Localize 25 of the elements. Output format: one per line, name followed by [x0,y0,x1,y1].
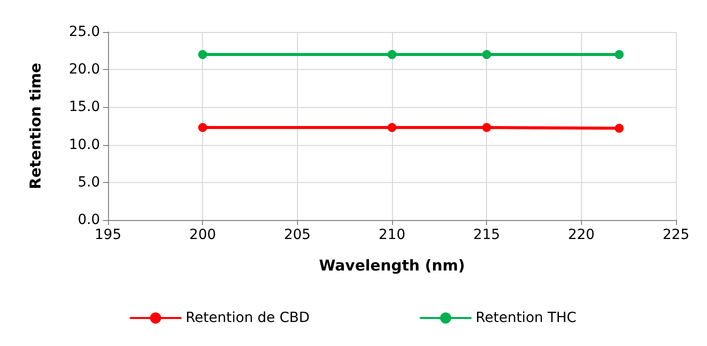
point [482,50,492,60]
legend-label: Retention THC [476,310,577,326]
y-tick-label: 20.0 [68,62,100,78]
point [482,123,492,132]
y-tick-label: 10.0 [68,136,100,153]
y-axis-title: Retention time [26,62,44,190]
x-tick-label: 200 [189,227,216,243]
x-tick-label: 215 [473,227,500,243]
y-tick-label: 5.0 [78,174,100,190]
x-tick-label: 225 [662,227,690,243]
point [388,123,396,132]
x-tick-label: 195 [94,227,122,243]
point [198,123,208,132]
x-tick-label: 210 [378,227,406,243]
point [388,50,396,60]
point [614,50,624,60]
y-tick-label: 0.0 [78,212,100,228]
y-tick-label: 25.0 [68,24,100,40]
x-tick-label: 205 [284,227,311,243]
x-tick-label: 220 [568,227,595,243]
x-axis-title: Wavelength (nm) [319,256,465,274]
y-tick-label: 15.0 [68,99,100,116]
point [614,124,624,133]
point [198,50,208,60]
legend-label: Retention de CBD [186,310,310,326]
